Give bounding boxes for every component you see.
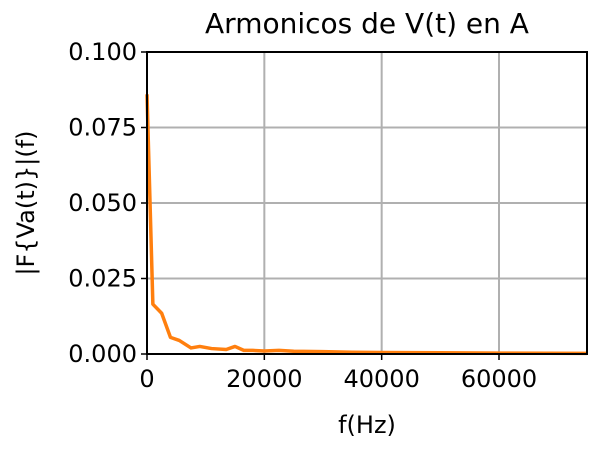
x-tick-label: 60000 — [461, 365, 537, 393]
x-tick-label: 40000 — [343, 365, 419, 393]
y-tick-label: 0.100 — [68, 38, 137, 66]
x-axis-label: f(Hz) — [338, 411, 396, 439]
ticks: 0 20000 40000 60000 0.000 0.025 0.050 0.075 0.10… — [68, 38, 537, 393]
x-tick-label: 20000 — [226, 365, 302, 393]
chart-title: Armonicos de V(t) en A — [205, 7, 529, 40]
series-layer — [145, 94, 588, 356]
x-tick-label: 0 — [139, 365, 154, 393]
y-tick-label: 0.075 — [68, 114, 137, 142]
y-tick-label: 0.025 — [68, 265, 137, 293]
series-line — [145, 94, 588, 356]
y-tick-label: 0.000 — [68, 340, 137, 368]
y-tick-label: 0.050 — [68, 189, 137, 217]
y-axis-label: |F{Va(t)}|(f) — [12, 130, 40, 275]
grid — [146, 51, 587, 355]
